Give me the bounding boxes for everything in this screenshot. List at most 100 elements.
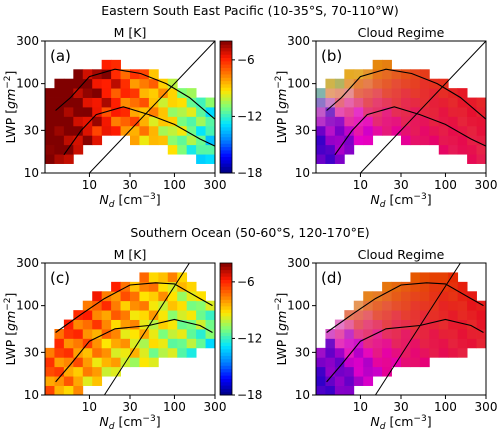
heatmap-cell [167, 310, 178, 320]
heatmap-cell [92, 88, 103, 98]
heatmap-cell [457, 116, 468, 127]
heatmap-cell [316, 347, 326, 358]
heatmap-cell [410, 300, 421, 311]
colorbar-step [220, 97, 232, 101]
heatmap-cell [382, 97, 392, 108]
heatmap-cell [92, 125, 103, 136]
heatmap-cell [325, 329, 336, 339]
heatmap-cell [372, 357, 383, 368]
reference-line [360, 41, 486, 173]
heatmap-cell [73, 366, 84, 377]
heatmap-cell [467, 300, 477, 311]
colorbar-step [220, 375, 232, 379]
heatmap-cell [205, 125, 215, 136]
heatmap-cell [120, 69, 131, 80]
heatmap-cell [167, 78, 178, 89]
heatmap-cell [316, 135, 326, 146]
heatmap-cell [177, 116, 188, 127]
heatmap-cell [448, 107, 459, 117]
heatmap-cell [101, 78, 112, 89]
heatmap-cell [92, 135, 103, 146]
y-tick-label: 10 [24, 388, 39, 402]
heatmap-cell [186, 347, 197, 358]
heatmap-cell [476, 338, 486, 349]
heatmap-cell [186, 310, 197, 320]
heatmap-cell [63, 357, 74, 368]
colorbar-step [220, 282, 232, 287]
heatmap-cell [148, 347, 159, 358]
heatmap-cell [438, 125, 449, 136]
heatmap-cell [334, 144, 345, 155]
heatmap-cell [401, 116, 411, 127]
heatmap-cell [139, 291, 150, 302]
y-tick-label: 100 [287, 299, 310, 313]
heatmap-cell [186, 338, 197, 349]
heatmap-cell [457, 347, 468, 358]
heatmap-cell [401, 329, 411, 339]
x-axis-label: Nd [cm−3] [370, 414, 431, 432]
heatmap-cell [410, 272, 421, 283]
y-tick-label: 100 [16, 299, 39, 313]
panel-a: 10 30 100 300 10 30 100 300 M [K] (a) Nd [cm−3] LWP… [3, 25, 262, 210]
heatmap-cell [101, 338, 112, 349]
heatmap-cell [186, 125, 197, 136]
y-axis-label: LWP [gm−2] [274, 71, 289, 144]
heatmap-cell [148, 281, 159, 292]
heatmap-cell [429, 338, 440, 349]
heatmap-cell [196, 329, 206, 339]
heatmap-cell [325, 385, 336, 395]
heatmap-cell [63, 347, 74, 358]
heatmap-cell [353, 357, 364, 368]
heatmap-cell [325, 125, 336, 136]
heatmap-cell [63, 144, 74, 155]
heatmap-cell [419, 97, 430, 108]
heatmap-cell [372, 97, 383, 108]
heatmap-cell [316, 116, 326, 127]
heatmap-cell [82, 107, 93, 117]
heatmap-cell [177, 97, 188, 108]
heatmap-cell [382, 338, 392, 349]
heatmap-cell [111, 107, 121, 117]
colorbar-step [220, 146, 232, 151]
heatmap-cell [45, 366, 55, 377]
heatmap-cell [158, 291, 169, 302]
heatmap-cell [177, 347, 188, 358]
heatmap-cell [111, 357, 121, 368]
heatmap-cell [353, 78, 364, 89]
heatmap-cell [186, 88, 197, 98]
heatmap-cell [130, 69, 140, 80]
heatmap-cell [325, 107, 336, 117]
heatmap-cell [92, 347, 103, 358]
heatmap-cell [410, 281, 421, 292]
heatmap-cell [158, 329, 169, 339]
heatmap-cell [419, 116, 430, 127]
heatmap-cell [353, 107, 364, 117]
x-tick-label: 10 [353, 178, 368, 192]
heatmap-cell [410, 125, 421, 136]
heatmap-cell [419, 78, 430, 89]
heatmap-cell [316, 88, 326, 98]
heatmap-cell [73, 376, 84, 386]
heatmap-cell [401, 135, 411, 146]
heatmap-cell [382, 59, 392, 70]
heatmap-cell [148, 107, 159, 117]
colorbar-step [220, 153, 232, 157]
heatmap-cell [139, 329, 150, 339]
heatmap-cell [92, 376, 103, 386]
heatmap-cell [148, 78, 159, 89]
colorbar-step [220, 345, 232, 350]
heatmap-cell [429, 125, 440, 136]
heatmap-cell [73, 338, 84, 349]
heatmap-cell [363, 319, 374, 330]
y-tick-label: 300 [287, 256, 310, 270]
heatmap-cell [54, 154, 65, 164]
heatmap-cell [130, 329, 140, 339]
colorbar-step [220, 362, 232, 366]
heatmap-cell [139, 88, 150, 98]
heatmap-cell [120, 310, 131, 320]
heatmap-cell [353, 347, 364, 358]
y-axis-label: LWP [gm−2] [3, 293, 18, 366]
y-tick-label: 10 [24, 166, 39, 180]
colorbar-step [220, 74, 232, 78]
heatmap-cell [101, 291, 112, 302]
